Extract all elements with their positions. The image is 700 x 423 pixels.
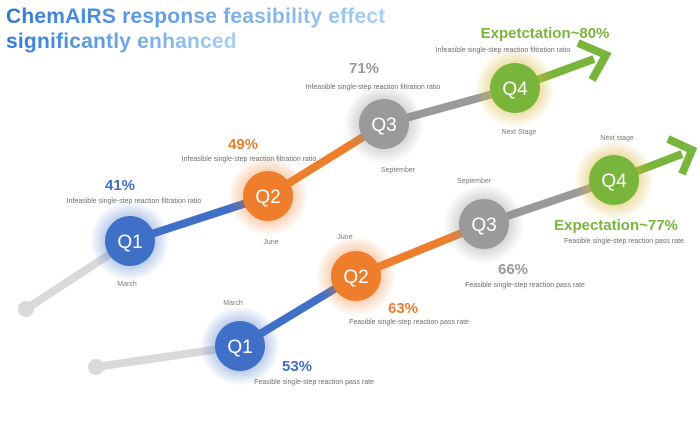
title-line-1: ChemAIRS response feasibility effect: [6, 5, 386, 28]
upper-value-q2: 49%: [228, 136, 258, 153]
lower-month-q4: Next stage: [600, 135, 634, 142]
lower-tail-endpoint: [88, 359, 104, 375]
upper-month-q1: March: [117, 281, 137, 288]
upper-value-q1: 41%: [105, 177, 135, 194]
lower-desc-q3: Feasible single-step reaction pass rate: [465, 282, 585, 289]
upper-node-q4: Q4: [475, 48, 555, 128]
upper-desc-q2: Infeasible single-step reaction filtrati…: [182, 156, 317, 163]
lower-month-q1: March: [223, 300, 243, 307]
lower-track: Q1 Q2 Q3 Q4 March June September Next st…: [88, 135, 698, 386]
upper-node-q2: Q2: [228, 156, 308, 236]
page-title: ChemAIRS response feasibility effect sig…: [6, 4, 385, 54]
lower-month-q2: June: [337, 234, 352, 241]
lower-value-q1: 53%: [282, 358, 312, 375]
upper-desc-q4: Infeasible single-step reaction filtrati…: [436, 47, 571, 54]
upper-month-q4: Next Stage: [502, 129, 537, 136]
lower-value-q3: 66%: [498, 261, 528, 278]
title-line-2: significantly enhanced: [6, 30, 237, 53]
lower-q4-label: Q4: [601, 171, 627, 192]
lower-node-q1: Q1: [200, 306, 280, 386]
lower-node-q4: Q4: [574, 140, 654, 220]
upper-q3-label: Q3: [371, 115, 396, 136]
lower-desc-q4: Feasible single-step reaction pass rate: [564, 238, 684, 245]
lower-node-q2: Q2: [316, 236, 396, 316]
upper-node-q3: Q3: [344, 84, 424, 164]
lower-desc-q1: Feasible single-step reaction pass rate: [254, 379, 374, 386]
lower-node-q3: Q3: [444, 184, 524, 264]
upper-desc-q3: Infeasible single-step reaction filtrati…: [306, 84, 441, 91]
lower-arrowhead: [666, 135, 698, 176]
upper-q2-label: Q2: [255, 187, 280, 208]
upper-month-q3: September: [381, 167, 416, 174]
lower-q1-label: Q1: [227, 337, 252, 358]
upper-track: Q1 Q2 Q3 Q4 March June September Next St…: [18, 25, 612, 317]
upper-value-q4: Expetctation~80%: [481, 25, 610, 42]
lower-q2-label: Q2: [343, 267, 368, 288]
lower-value-q2: 63%: [388, 300, 418, 317]
upper-value-q3: 71%: [349, 60, 379, 77]
upper-q4-label: Q4: [502, 79, 528, 100]
upper-q1-label: Q1: [117, 232, 142, 253]
lower-desc-q2: Feasible single-step reaction pass rate: [349, 319, 469, 326]
lower-q3-label: Q3: [471, 215, 496, 236]
upper-tail-endpoint: [18, 301, 34, 317]
upper-month-q2: June: [263, 239, 278, 246]
upper-arrowhead: [576, 39, 612, 82]
lower-month-q3: September: [457, 178, 492, 185]
upper-node-q1: Q1: [90, 201, 170, 281]
upper-desc-q1: Infeasible single-step reaction filtrati…: [67, 198, 202, 205]
lower-value-q4: Expectation~77%: [554, 217, 678, 234]
